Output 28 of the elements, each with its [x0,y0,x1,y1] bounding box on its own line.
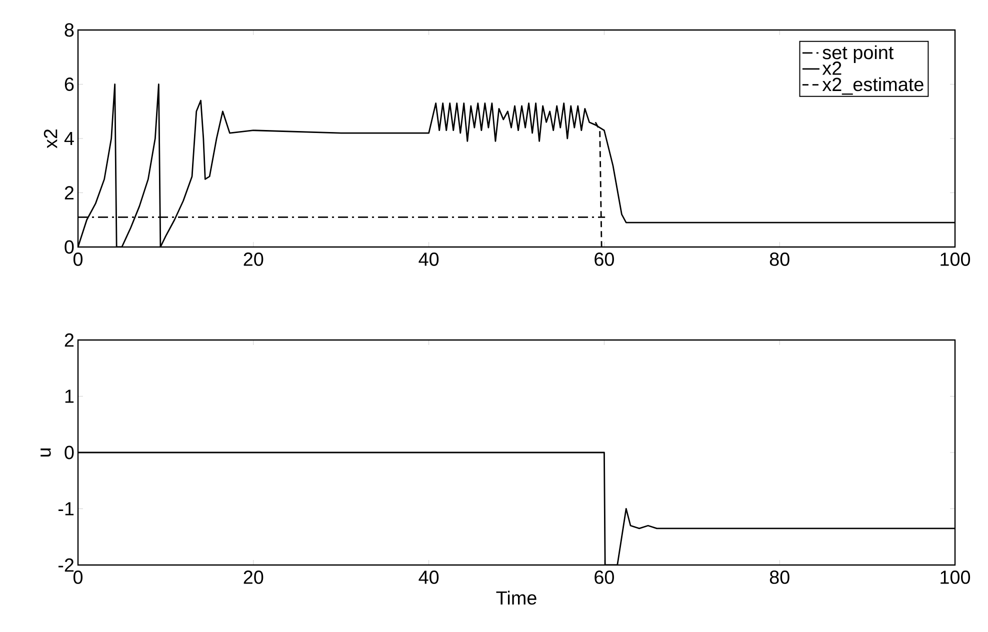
x-tick-label: 60 [594,252,614,266]
x-tick-label: 60 [594,570,614,584]
y-tick-label: -2 [58,558,74,572]
y-tick-label: 8 [64,23,74,37]
x-tick-label: 40 [418,570,439,584]
x-tick-label: 100 [940,252,970,266]
y-tick-label: 0 [64,446,74,460]
legend-label: x2 [822,62,842,75]
legend-label: set point [822,45,894,63]
x-tick-label: 40 [418,252,439,266]
x-axis-title: Time [496,590,536,605]
y-tick-label: 6 [64,78,74,91]
x-tick-label: 80 [770,252,790,266]
x-tick-label: 0 [73,252,83,266]
y-tick-label: 2 [64,186,74,200]
x-tick-label: 20 [244,252,264,266]
y-tick-label: 4 [64,132,74,146]
y-axis-title: x2 [44,129,58,148]
x-tick-label: 0 [73,570,83,584]
x-tick-label: 80 [770,570,790,584]
y-axis-title: u [40,448,51,457]
y-tick-label: 1 [65,390,74,403]
y-tick-label: -1 [58,502,74,516]
legend-label: x2_estimate [822,77,924,95]
y-tick-label: 0 [64,240,74,254]
x-tick-label: 100 [940,570,970,584]
y-tick-label: 2 [64,333,74,347]
x-tick-label: 20 [244,570,264,584]
